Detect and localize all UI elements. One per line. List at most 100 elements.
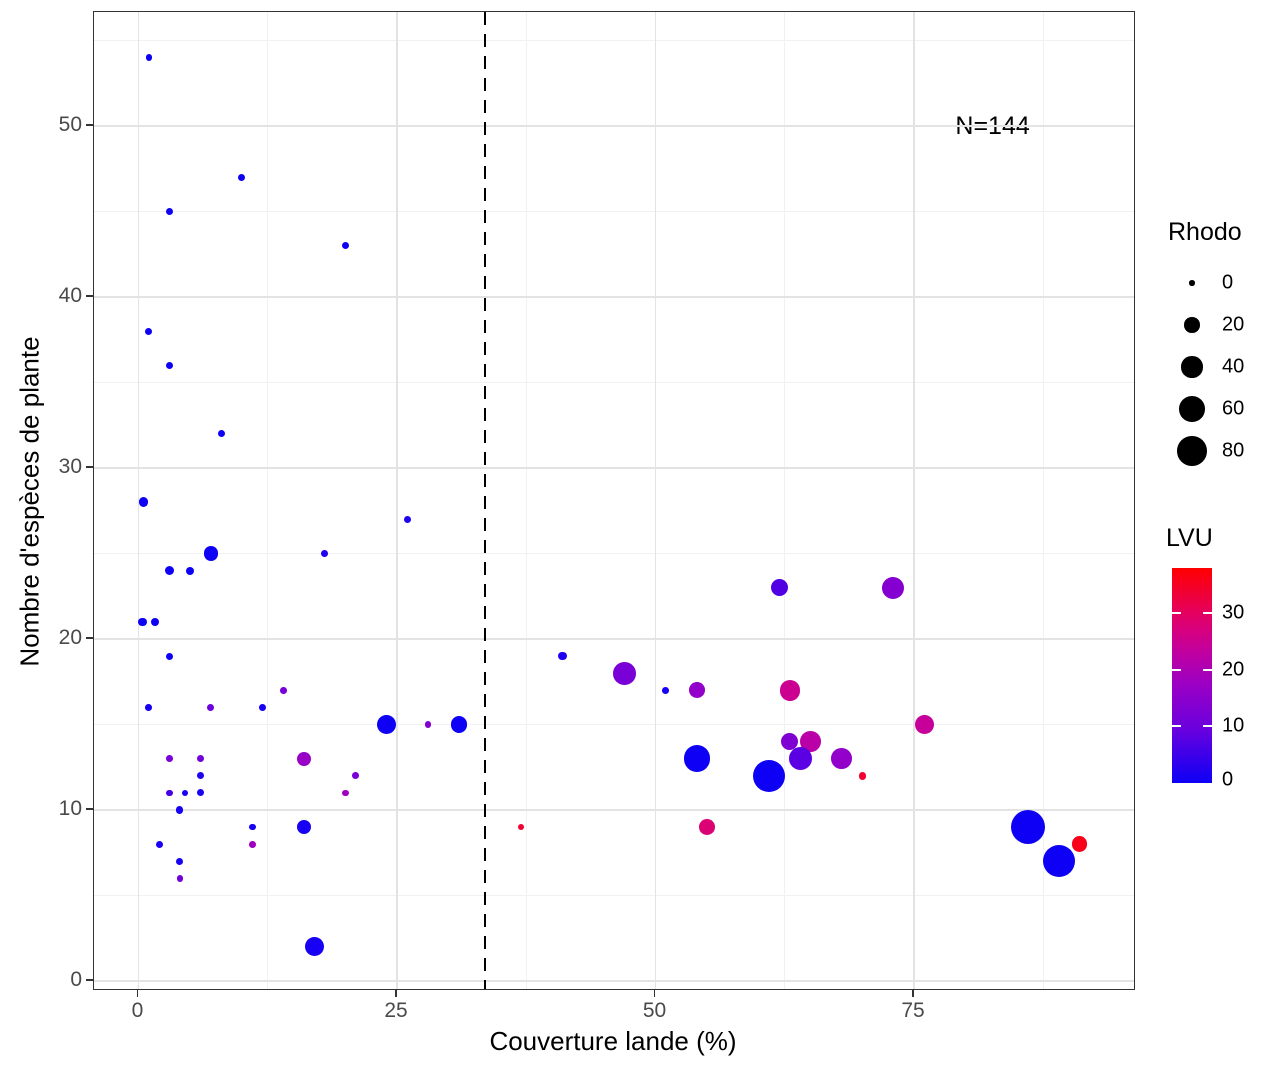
data-point <box>352 772 359 780</box>
data-point <box>662 686 670 694</box>
gridline-major-y <box>94 980 1134 982</box>
y-axis-tick <box>86 466 93 468</box>
x-axis-tick <box>912 989 914 997</box>
gridline-minor-x <box>267 12 269 989</box>
data-point <box>613 661 636 685</box>
data-point <box>176 806 184 814</box>
data-point <box>699 819 716 835</box>
x-tick-label: 50 <box>642 999 667 1022</box>
gridline-major-x <box>137 12 140 989</box>
colorbar-tick-notch <box>1172 668 1181 671</box>
data-point <box>176 857 184 865</box>
data-point <box>914 715 934 734</box>
colorbar-tick-notch <box>1203 725 1212 728</box>
data-point <box>203 546 218 561</box>
data-point <box>377 715 397 734</box>
gridline-minor-y <box>94 895 1134 896</box>
data-point <box>145 54 153 61</box>
x-axis-tick <box>395 989 397 997</box>
data-point <box>771 579 789 597</box>
gridline-minor-x <box>1042 12 1044 989</box>
gridline-minor-y <box>94 382 1134 383</box>
y-axis-tick <box>86 808 93 810</box>
size-legend-circle <box>1189 280 1195 286</box>
data-point <box>1010 809 1045 845</box>
data-point <box>155 840 163 848</box>
gridline-major-y <box>94 638 1134 640</box>
data-point <box>186 566 195 575</box>
data-point <box>238 173 246 181</box>
data-point <box>164 566 175 576</box>
size-legend-circle <box>1181 356 1203 378</box>
data-point <box>259 704 266 711</box>
y-tick-label: 0 <box>70 968 82 991</box>
data-point <box>341 789 349 797</box>
data-point <box>882 576 905 599</box>
size-legend-title: Rhodo <box>1168 218 1242 246</box>
gridline-minor-y <box>94 40 1134 41</box>
data-point <box>196 789 205 797</box>
gridline-minor-y <box>94 724 1134 725</box>
data-point <box>296 820 311 835</box>
colorbar-tick-notch <box>1172 612 1181 615</box>
data-point <box>145 327 153 335</box>
data-point <box>558 651 567 661</box>
data-point <box>165 361 174 370</box>
size-legend-circle <box>1179 396 1205 422</box>
data-point <box>304 937 324 957</box>
data-point <box>207 703 215 711</box>
data-point <box>321 550 328 557</box>
data-point <box>217 430 225 438</box>
gridline-major-y <box>94 467 1134 469</box>
gridline-minor-x <box>525 12 527 989</box>
x-axis-tick <box>136 989 139 997</box>
size-legend-value: 60 <box>1222 397 1245 420</box>
data-point <box>196 754 205 763</box>
data-point <box>858 772 867 780</box>
data-point <box>145 704 153 711</box>
size-legend-circle <box>1184 317 1200 333</box>
color-legend-title: LVU <box>1166 524 1213 552</box>
data-point <box>831 748 852 770</box>
colorbar-gradient <box>1172 568 1212 783</box>
data-point <box>176 875 184 882</box>
x-axis-tick <box>653 989 656 997</box>
gridline-major-x <box>654 12 657 989</box>
colorbar-tick-label: 30 <box>1222 601 1245 624</box>
data-point <box>165 652 174 660</box>
y-tick-label: 50 <box>58 113 82 136</box>
y-axis-tick <box>86 637 93 639</box>
gridline-major-y <box>94 809 1134 811</box>
data-point <box>248 823 256 831</box>
size-legend-value: 20 <box>1222 313 1245 336</box>
data-point <box>138 617 148 627</box>
data-point <box>248 840 256 848</box>
size-legend-value: 40 <box>1222 355 1245 378</box>
x-tick-label: 75 <box>901 999 925 1022</box>
gridline-major-y <box>94 125 1134 127</box>
data-point <box>296 751 311 766</box>
data-point <box>403 515 411 523</box>
data-point <box>279 686 287 694</box>
y-tick-label: 20 <box>58 626 82 649</box>
gridline-minor-y <box>94 553 1134 554</box>
y-axis-tick <box>86 124 93 126</box>
data-point <box>341 242 349 250</box>
colorbar-tick-label: 20 <box>1222 658 1245 681</box>
colorbar-tick-notch <box>1172 725 1181 728</box>
gridline-major-x <box>913 12 915 989</box>
data-point <box>1071 836 1088 853</box>
colorbar-tick-label: 10 <box>1222 714 1245 737</box>
data-point <box>788 747 812 771</box>
data-point <box>688 682 705 699</box>
data-point <box>138 497 149 508</box>
data-point <box>753 759 786 792</box>
data-point <box>150 617 160 627</box>
x-tick-label: 0 <box>131 999 144 1022</box>
x-tick-label: 25 <box>384 999 408 1022</box>
size-legend: Rhodo 0 20 40 60 80 <box>1168 218 1280 478</box>
gridline-major-x <box>396 12 398 989</box>
gridline-minor-y <box>94 211 1134 212</box>
data-point <box>450 716 468 733</box>
data-point <box>165 207 174 216</box>
